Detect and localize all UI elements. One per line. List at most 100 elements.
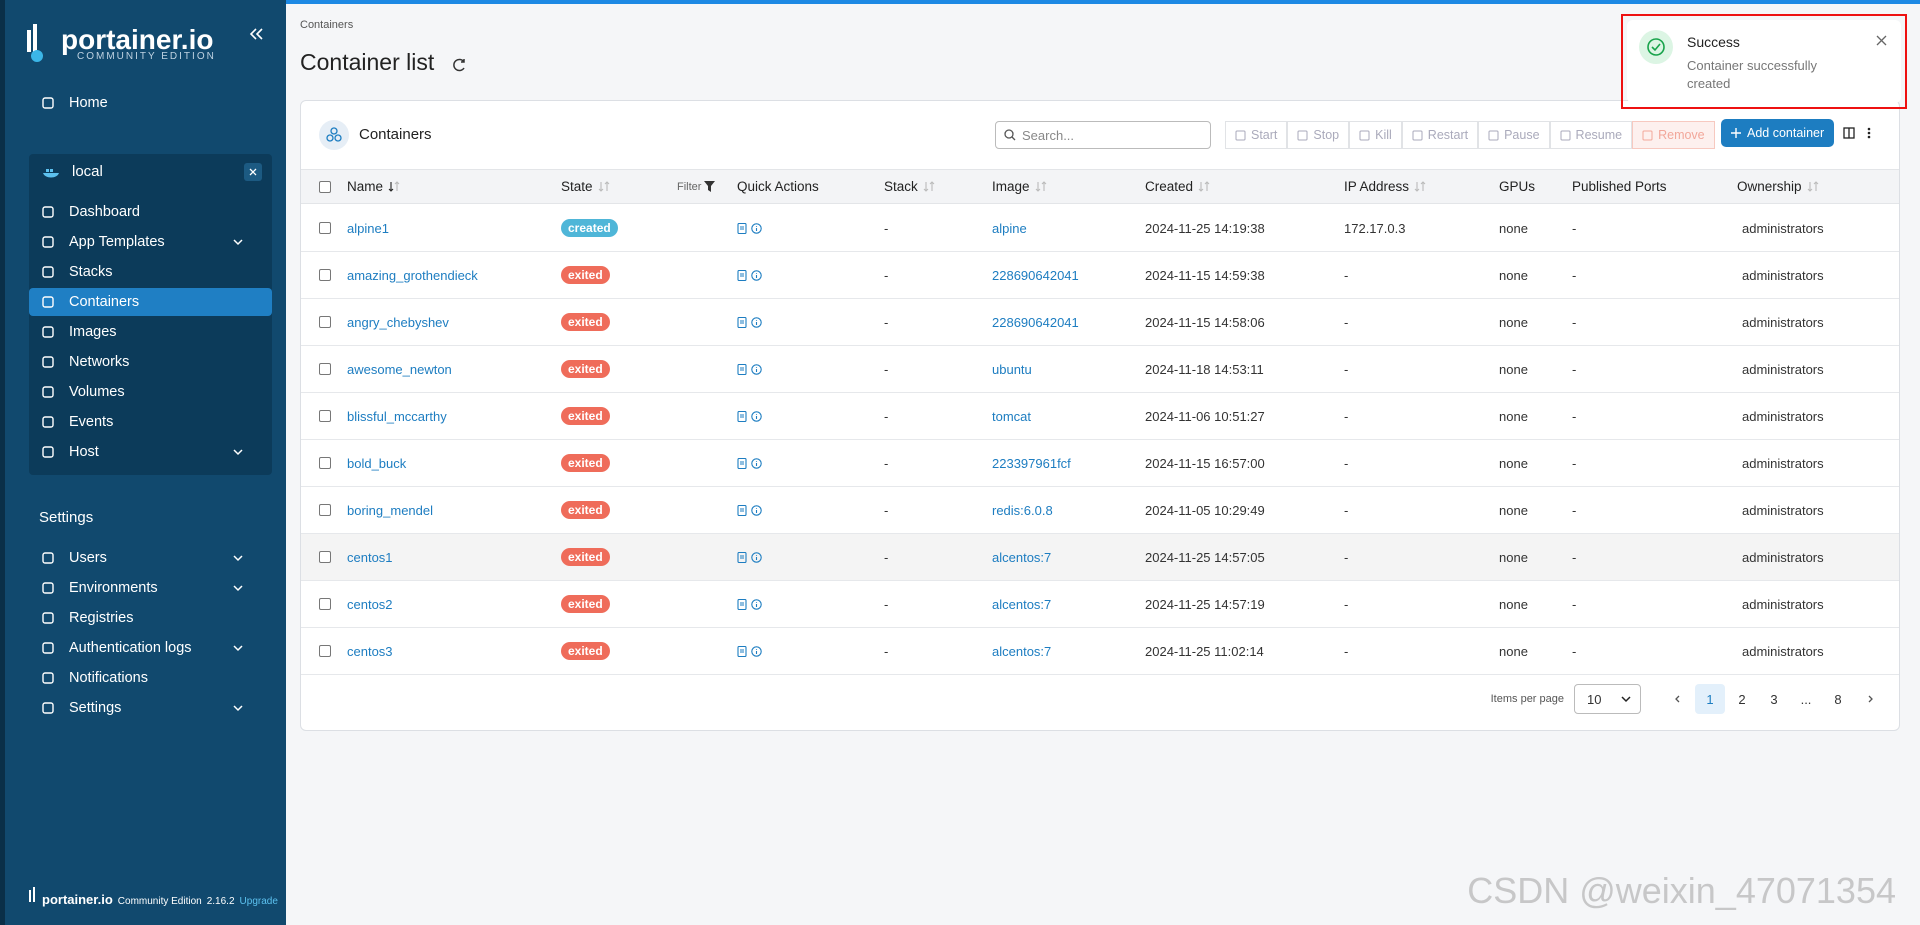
toast-highlight: Success Container successfully created bbox=[1621, 14, 1907, 109]
table-cell: administrators bbox=[1742, 252, 1824, 298]
footer-upgrade[interactable]: Upgrade bbox=[239, 896, 278, 907]
icon[interactable] bbox=[1876, 35, 1887, 46]
row-checkbox[interactable] bbox=[319, 410, 331, 422]
row-checkbox[interactable] bbox=[319, 551, 331, 563]
cell-text[interactable]: alpine1 bbox=[347, 220, 389, 236]
page-next[interactable] bbox=[1855, 684, 1885, 714]
column-header[interactable]: Ownership bbox=[1737, 170, 1819, 203]
row-checkbox[interactable] bbox=[319, 504, 331, 516]
action-button[interactable]: Pause bbox=[1478, 121, 1550, 149]
action-button[interactable]: Start bbox=[1225, 121, 1288, 149]
page-prev[interactable] bbox=[1663, 684, 1693, 714]
column-header[interactable]: Created bbox=[1145, 170, 1210, 203]
cell-text: 2024-11-18 14:53:11 bbox=[1145, 361, 1264, 377]
nav-item[interactable]: Volumes bbox=[29, 378, 272, 406]
column-header[interactable]: Image bbox=[992, 170, 1047, 203]
action-button[interactable]: Resume bbox=[1549, 121, 1633, 149]
row-checkbox[interactable] bbox=[319, 222, 331, 234]
cell-text[interactable]: alcentos:7 bbox=[992, 596, 1052, 612]
row-checkbox[interactable] bbox=[319, 316, 331, 328]
page-link[interactable]: 2 bbox=[1738, 691, 1746, 707]
cell-text[interactable]: alcentos:7 bbox=[992, 549, 1052, 565]
page-link[interactable]: ... bbox=[1800, 691, 1812, 707]
cell-text[interactable]: alpine bbox=[992, 220, 1027, 236]
page-link[interactable]: 3 bbox=[1770, 691, 1778, 707]
row-checkbox[interactable] bbox=[319, 269, 331, 281]
breadcrumb[interactable]: Containers bbox=[300, 19, 354, 31]
nav-item[interactable]: Containers bbox=[29, 288, 272, 316]
cell-text: 2024-11-25 14:57:19 bbox=[1145, 596, 1265, 612]
table-cell: 2024-11-05 10:29:49 bbox=[1145, 487, 1265, 533]
icon bbox=[1198, 181, 1210, 192]
icon bbox=[42, 206, 54, 218]
cell-text[interactable]: blissful_mccarthy bbox=[347, 408, 447, 424]
items-per-page-select[interactable]: 10 bbox=[1574, 684, 1641, 714]
filter[interactable]: Filter bbox=[677, 170, 716, 203]
search-input[interactable]: Search... bbox=[995, 121, 1211, 149]
column-header[interactable]: Name bbox=[347, 170, 400, 203]
icon bbox=[29, 887, 35, 902]
column-header[interactable]: State bbox=[561, 170, 610, 203]
row-checkbox[interactable] bbox=[319, 457, 331, 469]
add-container-button[interactable]: Add container bbox=[1721, 119, 1835, 147]
action-button[interactable]: Kill bbox=[1349, 121, 1402, 149]
row-checkbox[interactable] bbox=[319, 598, 331, 610]
cell-text[interactable]: angry_chebyshev bbox=[347, 314, 449, 330]
nav-item[interactable]: Networks bbox=[29, 348, 272, 376]
table-cell: - bbox=[1572, 440, 1576, 486]
cell-text: administrators bbox=[1742, 220, 1824, 236]
table-cell: - bbox=[884, 440, 888, 486]
icon bbox=[1807, 181, 1818, 192]
cell-text[interactable]: awesome_newton bbox=[347, 361, 452, 377]
header-checkbox[interactable] bbox=[319, 181, 331, 193]
cell-text[interactable]: alcentos:7 bbox=[992, 643, 1052, 659]
table-cell: - bbox=[1344, 534, 1348, 580]
cell-text: - bbox=[1572, 549, 1577, 565]
cell-text[interactable]: tomcat bbox=[992, 408, 1032, 424]
nav-item[interactable]: Registries bbox=[29, 604, 272, 632]
action-label: Restart bbox=[1427, 128, 1469, 142]
nav-item[interactable]: Environments bbox=[29, 574, 272, 602]
page-link[interactable]: 1 bbox=[1695, 684, 1725, 714]
nav-label: Environments bbox=[69, 580, 158, 596]
cell-text[interactable]: 228690642041 bbox=[992, 267, 1079, 283]
nav-label: Users bbox=[69, 550, 107, 566]
page-link[interactable]: 8 bbox=[1834, 691, 1842, 707]
column-header[interactable]: IP Address bbox=[1344, 170, 1426, 203]
table-cell: ubuntu bbox=[992, 346, 1032, 392]
cell-text[interactable]: amazing_grothendieck bbox=[347, 267, 478, 283]
icon bbox=[233, 585, 243, 592]
cell-text[interactable]: ubuntu bbox=[992, 361, 1032, 377]
nav-item[interactable]: Home bbox=[29, 89, 272, 117]
nav-item[interactable]: Dashboard bbox=[29, 198, 272, 226]
cell-text[interactable]: bold_buck bbox=[347, 455, 407, 471]
nav-item[interactable]: Users bbox=[29, 544, 272, 572]
column-header[interactable]: Stack bbox=[884, 170, 935, 203]
table-cell: - bbox=[1344, 252, 1348, 298]
nav-item[interactable]: Host bbox=[29, 438, 272, 466]
table-row: bold_buck exited - 223397961fcf 2024-11-15 1… bbox=[301, 440, 1899, 487]
action-button[interactable]: Stop bbox=[1287, 121, 1350, 149]
table-cell: - bbox=[1572, 534, 1576, 580]
nav-item[interactable]: Notifications bbox=[29, 664, 272, 692]
cell-text[interactable]: boring_mendel bbox=[347, 502, 434, 518]
cell-text[interactable]: centos1 bbox=[347, 549, 393, 565]
nav-item[interactable]: App Templates bbox=[29, 228, 272, 256]
nav-item[interactable]: Settings bbox=[29, 694, 272, 722]
cell-text[interactable]: 223397961fcf bbox=[992, 455, 1071, 471]
action-button[interactable]: Restart bbox=[1401, 121, 1479, 149]
cell-text: - bbox=[884, 267, 889, 283]
cell-text[interactable]: centos3 bbox=[347, 643, 393, 659]
nav-item[interactable]: Images bbox=[29, 318, 272, 346]
nav-item[interactable]: Authentication logs bbox=[29, 634, 272, 662]
action-button[interactable]: Remove bbox=[1632, 121, 1715, 149]
nav-item[interactable]: Events bbox=[29, 408, 272, 436]
cell-text[interactable]: redis:6.0.8 bbox=[992, 502, 1053, 518]
row-checkbox[interactable] bbox=[319, 645, 331, 657]
cell-text[interactable]: 228690642041 bbox=[992, 314, 1079, 330]
table-cell: - bbox=[1344, 440, 1348, 486]
cell-text[interactable]: centos2 bbox=[347, 596, 393, 612]
row-checkbox[interactable] bbox=[319, 363, 331, 375]
nav-item[interactable]: Stacks bbox=[29, 258, 272, 286]
cell-text: - bbox=[1572, 314, 1577, 330]
